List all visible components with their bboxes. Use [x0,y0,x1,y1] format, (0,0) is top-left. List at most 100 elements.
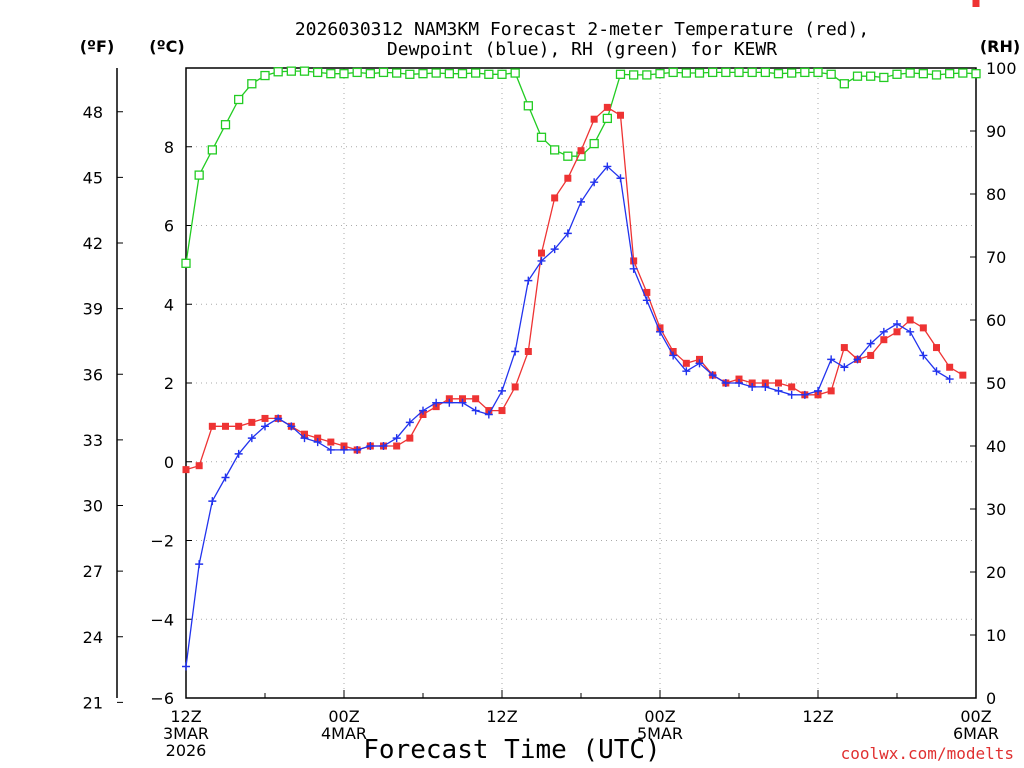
rh-point [694,68,705,78]
temperature-point [617,111,624,119]
dewpoint-point [642,296,651,305]
rh-point [931,70,942,80]
rh-point [787,68,797,78]
chart-title-line2: Dewpoint (blue), RH (green) for KEWR [387,39,777,60]
dewpoint-point [182,662,190,671]
dewpoint-point [708,371,717,380]
temperature-point [577,147,585,155]
dewpoint-point [366,442,375,450]
rh-point [313,67,323,78]
rh-point [365,69,375,79]
temperature-point [511,383,519,391]
fahrenheit-tick-label: 42 [83,234,103,253]
rh-point [668,67,678,78]
dewpoint-point [945,375,954,384]
temperature-point [919,324,927,332]
dewpoint-point [498,386,506,395]
dewpoint-point [300,434,309,443]
fahrenheit-tick-label: 27 [83,562,103,581]
dewpoint-point [274,414,283,423]
rh-point [708,67,718,78]
temperature-point [867,351,875,359]
rh-point [629,70,639,80]
rh-point [642,70,652,80]
dewpoint-point [261,422,269,431]
time-tick-label: 00Z [328,707,359,726]
dewpoint-point [840,363,849,372]
dewpoint-point [221,473,230,482]
rh-tick-label: 30 [986,500,1006,519]
rh-point [800,67,810,78]
dewpoint-point [287,422,296,431]
rh-point [602,113,612,124]
temperature-point [222,422,229,430]
dewpoint-point [379,442,388,450]
fahrenheit-unit-label: (ºF) [80,37,115,56]
temperature-point [959,371,967,379]
rh-point [378,67,389,78]
rh-point [958,68,968,78]
rh-point [905,68,915,78]
temperature-point [327,438,335,446]
time-tick-label: 2026 [166,741,207,760]
dewpoint-point [353,445,362,454]
dewpoint-point [524,276,533,285]
rh-point [497,69,507,79]
temperature-point [946,363,954,371]
temperature-point [248,418,256,426]
rh-tick-label: 100 [986,59,1017,78]
dewpoint-series [182,162,954,671]
fahrenheit-tick-label: 36 [83,365,103,384]
rh-point [734,67,744,78]
rh-point [523,101,533,111]
rh-point [892,69,902,79]
dewpoint-point [629,264,638,273]
rh-point [971,69,981,79]
rh-point [589,138,599,149]
dewpoint-point [577,197,585,206]
temperature-point [880,336,888,344]
rh-point [339,69,349,79]
temperature-point [590,115,598,123]
dewpoint-point [326,445,335,454]
time-tick-label: 00Z [644,707,675,726]
time-tick-label: 12Z [802,707,833,726]
temperature-point [630,257,638,265]
dewpoint-point [893,319,901,328]
rh-point [207,145,217,155]
rh-tick-label: 60 [986,311,1006,330]
temperature-point [551,194,559,202]
temperature-point [538,249,545,257]
temperature-point [840,344,848,352]
series-line [185,165,951,667]
rh-point [352,67,362,78]
credit-link[interactable]: coolwx.com/modelts [841,744,1014,763]
fahrenheit-tick-label: 21 [83,693,103,712]
rh-unit-label: (RH) [980,37,1020,56]
dewpoint-point [932,367,941,376]
rh-point [444,69,454,79]
rh-point [879,72,889,83]
dewpoint-point [550,245,559,254]
dewpoint-point [340,445,348,454]
chart-grid [186,68,976,699]
celsius-tick-label: 0 [164,453,174,472]
dewpoint-point [853,355,862,364]
rh-tick-label: 50 [986,374,1006,393]
temperature-point [643,288,651,296]
dewpoint-point [866,339,875,348]
rh-tick-label: 80 [986,185,1006,204]
dewpoint-point [432,398,441,407]
temperature-point [195,462,203,470]
dewpoint-point [906,327,915,336]
time-tick-label: 6MAR [953,724,999,743]
rh-point [550,145,560,155]
rh-point [839,79,849,89]
celsius-axis: 8 6 4 2 0 −2 −4 −6 [150,138,192,708]
celsius-tick-label: −6 [150,689,174,708]
dewpoint-point [787,390,796,399]
dewpoint-point [656,327,664,336]
temperature-point [498,407,506,415]
x-axis-title: Forecast Time (UTC) [363,735,660,765]
rh-point [721,67,731,78]
